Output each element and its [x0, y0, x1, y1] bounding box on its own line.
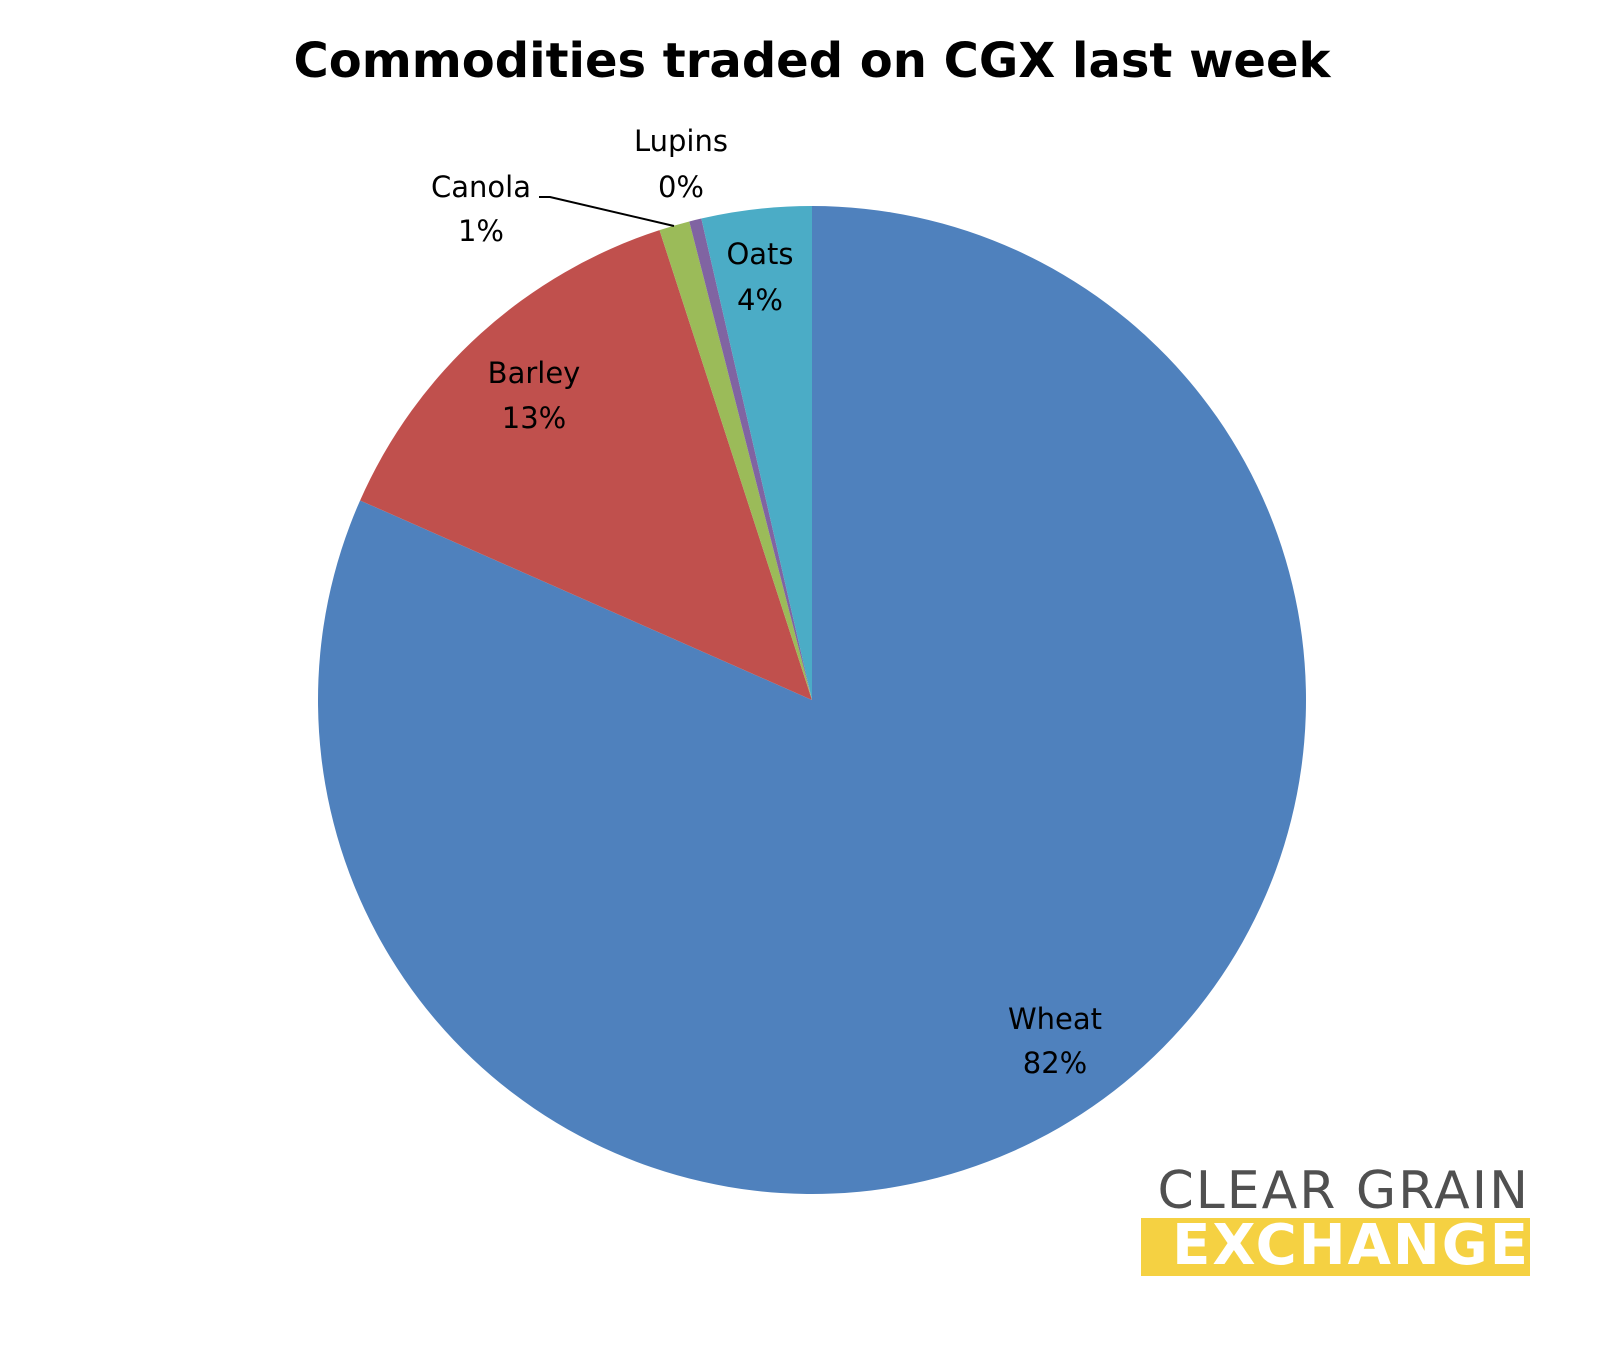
labels: Wheat 82% Barley 13% Canola 1% Lupins 0% Oats 4% [431, 124, 1102, 1080]
pie-slice [659, 221, 812, 701]
category-label: Oats [726, 237, 793, 271]
value-label: 82% [1023, 1046, 1087, 1080]
category-label: Canola [431, 170, 531, 204]
value-label: 13% [502, 401, 566, 435]
logo-line1: CLEAR GRAIN [1158, 1161, 1531, 1221]
pie-slice [701, 206, 812, 700]
pie [317, 206, 1306, 1194]
category-label: Wheat [1008, 1002, 1102, 1036]
pie-slice [360, 230, 812, 700]
value-label: 4% [737, 283, 783, 317]
chart-title: Commodities traded on CGX last week [294, 33, 1332, 89]
logo-band [1141, 1218, 1530, 1276]
value-label: 1% [458, 214, 504, 248]
logo-line2: EXCHANGE [1172, 1213, 1530, 1278]
value-label: 0% [658, 170, 704, 204]
category-label: Lupins [634, 124, 728, 158]
category-label: Barley [488, 356, 581, 390]
pie-slice [689, 218, 812, 700]
leader-line [539, 196, 675, 227]
